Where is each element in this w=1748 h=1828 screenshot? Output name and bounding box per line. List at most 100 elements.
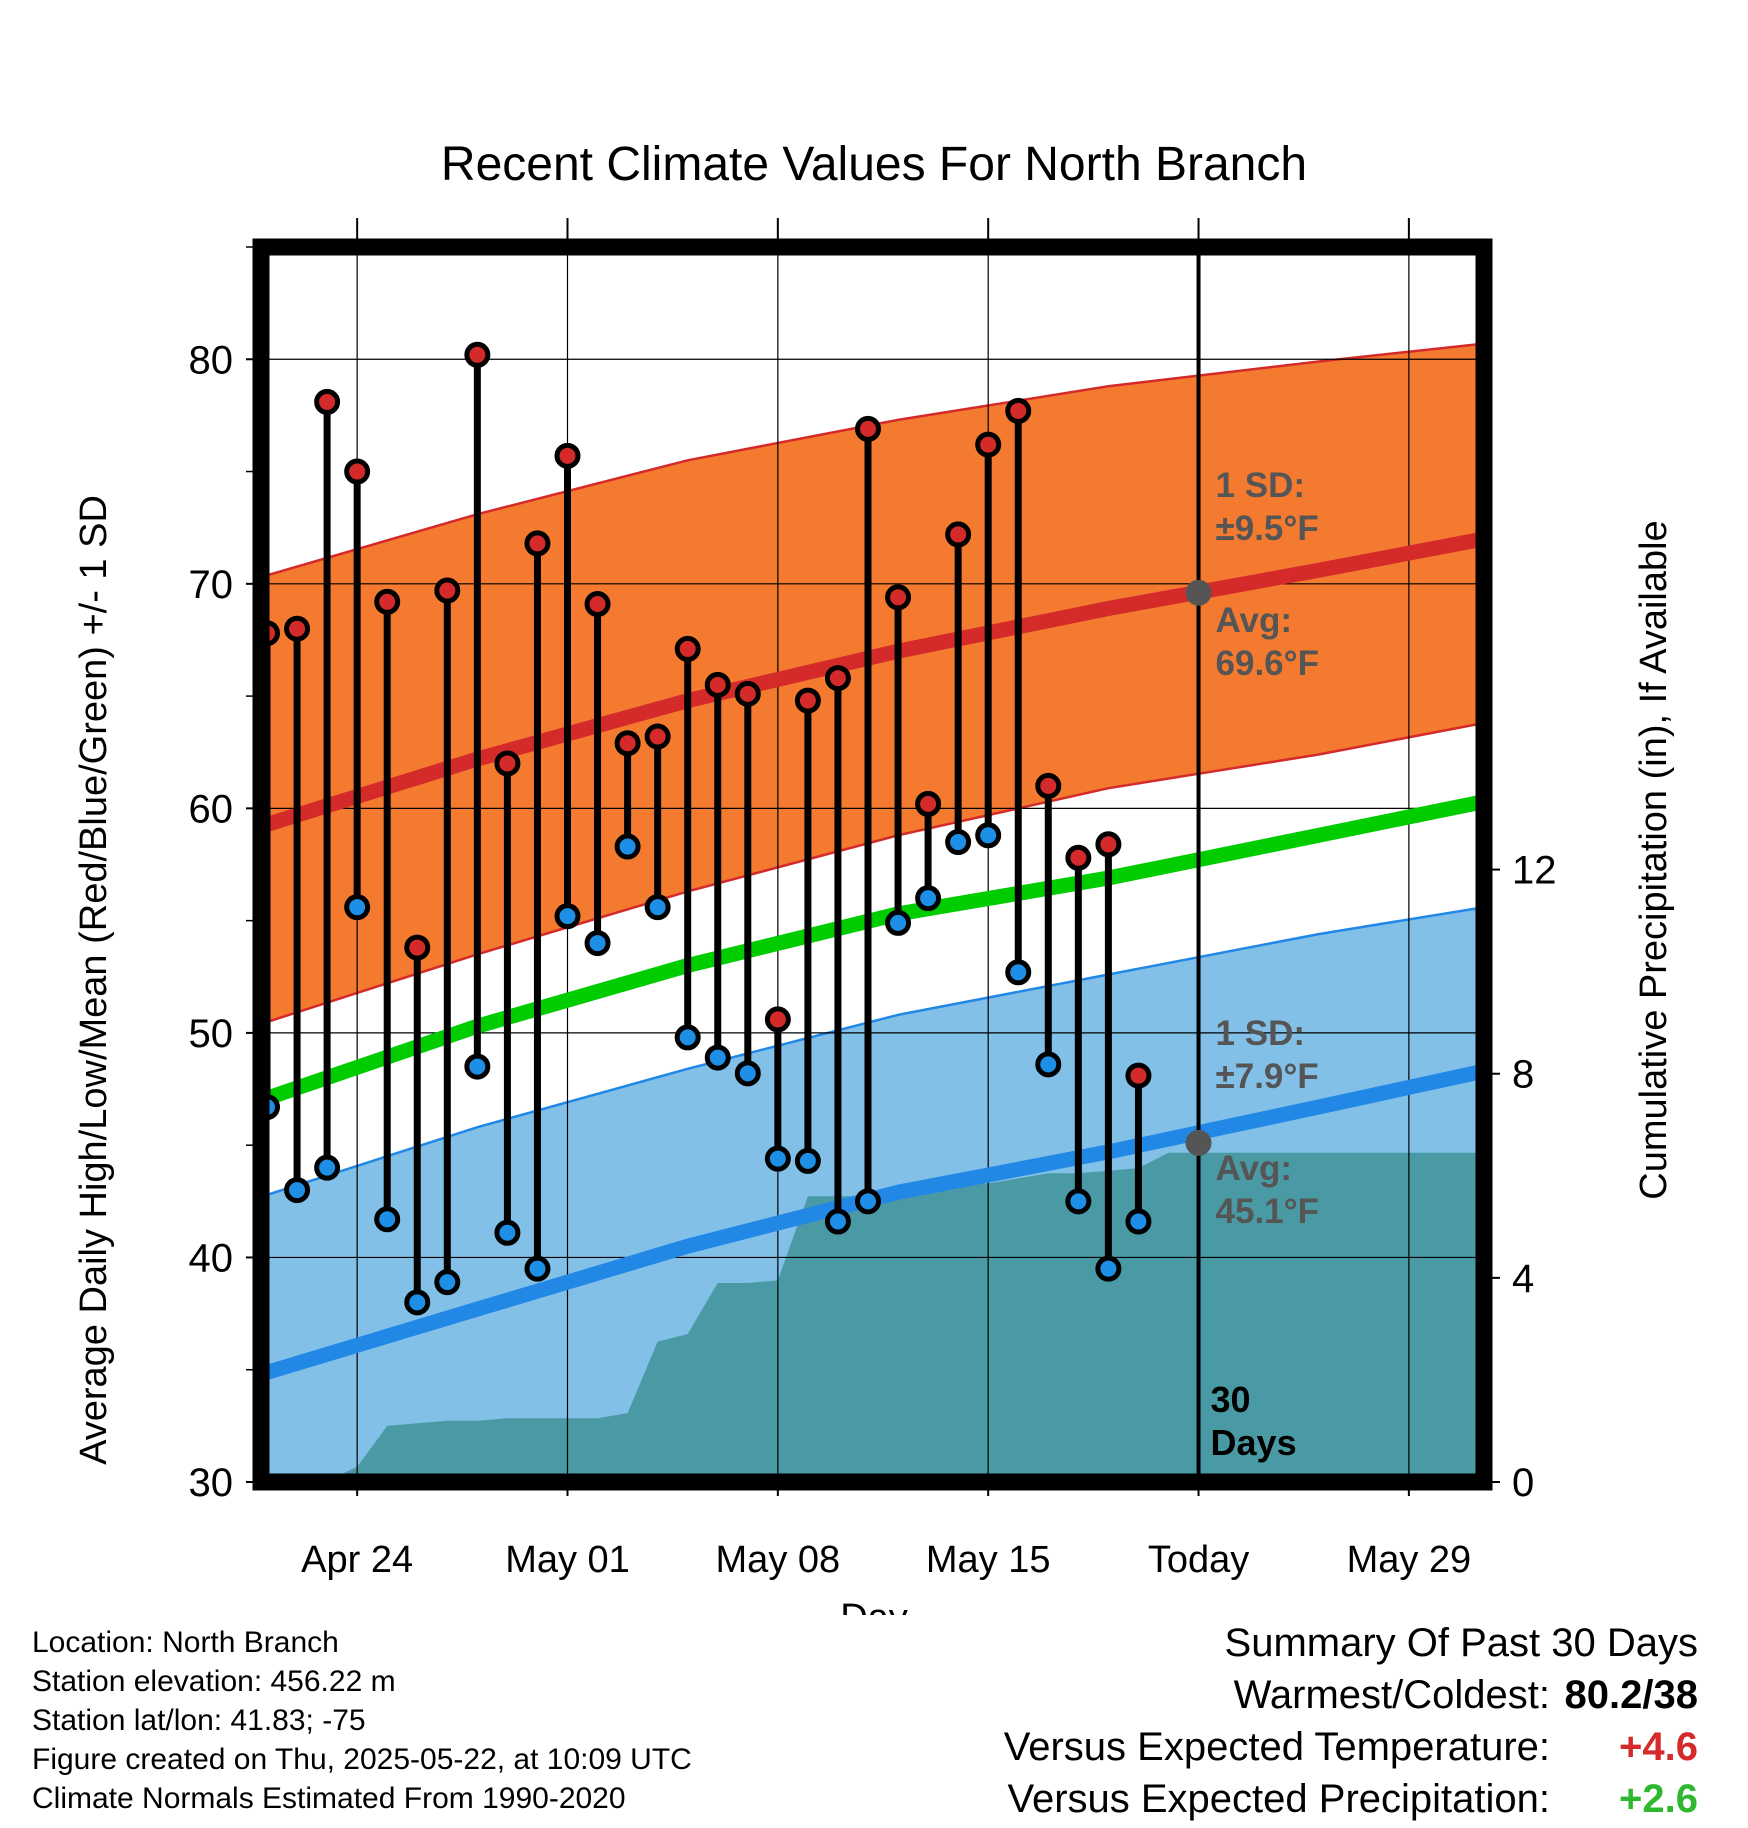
y2-tick-label: 12 [1512,849,1557,893]
high-point [314,388,341,415]
low-avg-label: Avg: [1216,1149,1292,1188]
high-point [824,665,851,692]
high-point [524,530,551,557]
low-point [614,833,641,860]
x-tick-label: Today [1148,1539,1249,1581]
summary-panel: Summary Of Past 30 Days Warmest/Coldest:… [1004,1617,1698,1825]
low-sd-upper-edge [261,905,1484,1198]
high-point [584,591,611,618]
created-text: Figure created on Thu, 2025-05-22, at 10… [32,1743,692,1776]
y-axis-label: Average Daily High/Low/Mean (Red/Blue/Gr… [73,495,115,1465]
low-point [704,1044,731,1071]
precip-value: +2.6 [1619,1777,1698,1821]
y2-tick-label: 0 [1512,1461,1534,1505]
plot-frame [252,238,1493,1491]
low-point [404,1289,431,1316]
location-text: Location: North Branch [32,1626,339,1659]
low-sd-label: 1 SD: [1216,1014,1305,1053]
summary-temp-row: Versus Expected Temperature: +4.6 [1004,1721,1698,1773]
high-point [464,341,491,368]
annotations: 1 SD: ±9.5°F Avg: 69.6°F 1 SD: ±7.9°F Avg: 45.1… [1211,466,1320,1463]
high-point [344,458,371,485]
low-point [885,909,912,936]
low-point [314,1154,341,1181]
high-avg-value: 69.6°F [1216,644,1320,683]
low-point [554,903,581,930]
latlon-text: Station lat/lon: 41.83; -75 [32,1704,366,1737]
low-point [764,1145,791,1172]
low-avg-value: 45.1°F [1216,1192,1320,1231]
low-point [1125,1208,1152,1235]
today-low-avg-marker [1185,1129,1212,1156]
y-tick-label: 80 [189,338,234,382]
days-count-number: 30 [1211,1379,1251,1420]
x-axis-label: Day [840,1597,908,1615]
precip-label: Versus Expected Precipitation: [1007,1777,1550,1821]
low-point [344,894,371,921]
low-point [464,1053,491,1080]
low-sd-value: ±7.9°F [1216,1057,1319,1096]
high-point [1005,397,1032,424]
summary-title: Summary Of Past 30 Days [1224,1621,1698,1665]
high-point [674,635,701,662]
x-tick-label: May 15 [926,1539,1051,1581]
normals-text: Climate Normals Estimated From 1990-2020 [32,1782,626,1815]
low-point [674,1024,701,1051]
today-high-avg-marker [1185,579,1212,606]
high-sd-value: ±9.5°F [1216,509,1319,548]
high-point [1125,1062,1152,1089]
low-point [584,930,611,957]
high-point [915,790,942,817]
low-point [1035,1051,1062,1078]
low-point [494,1219,521,1246]
high-sd-label: 1 SD: [1216,466,1305,505]
high-point [404,934,431,961]
low-point [734,1060,761,1087]
high-point [734,680,761,707]
low-point [1005,959,1032,986]
high-point [1095,831,1122,858]
x-tick-label: May 01 [505,1539,630,1581]
high-point [1035,772,1062,799]
low-point [975,822,1002,849]
high-point [704,671,731,698]
high-point [434,577,461,604]
high-point [885,584,912,611]
y2-tick-label: 4 [1512,1257,1534,1301]
y-tick-label: 40 [189,1236,234,1280]
low-point [524,1255,551,1282]
high-point [975,431,1002,458]
y-tick-label: 50 [189,1012,234,1056]
low-point [644,894,671,921]
warmest-value: 80.2/38 [1564,1673,1698,1717]
low-point [1095,1255,1122,1282]
high-point [614,730,641,757]
high-point [854,415,881,442]
low-point [915,885,942,912]
precip-area [261,1152,1484,1482]
low-point [374,1206,401,1233]
temp-label: Versus Expected Temperature: [1003,1725,1550,1769]
low-point [434,1269,461,1296]
x-tick-label: May 29 [1347,1539,1472,1581]
low-point [1065,1188,1092,1215]
warmest-label: Warmest/Coldest: [1233,1673,1550,1717]
low-point [945,829,972,856]
climate-chart: Recent Climate Values For North Branch 3… [73,138,1675,1615]
chart-title: Recent Climate Values For North Branch [441,138,1307,191]
axes: 30 40 50 60 70 80 0 4 8 12 Apr 24 May 01 May 08 May 1… [189,218,1557,1581]
high-point [945,521,972,548]
y2-tick-label: 8 [1512,1053,1534,1097]
low-point [824,1208,851,1235]
high-point [284,615,311,642]
y-tick-label: 30 [189,1461,234,1505]
days-count-word: Days [1211,1422,1297,1463]
plot-content [261,247,1484,1482]
low-point [284,1177,311,1204]
elevation-text: Station elevation: 456.22 m [32,1665,396,1698]
low-point [854,1188,881,1215]
y-tick-label: 70 [189,563,234,607]
station-info: Location: North Branch Station elevation… [32,1623,692,1818]
high-point [764,1006,791,1033]
high-point [494,750,521,777]
